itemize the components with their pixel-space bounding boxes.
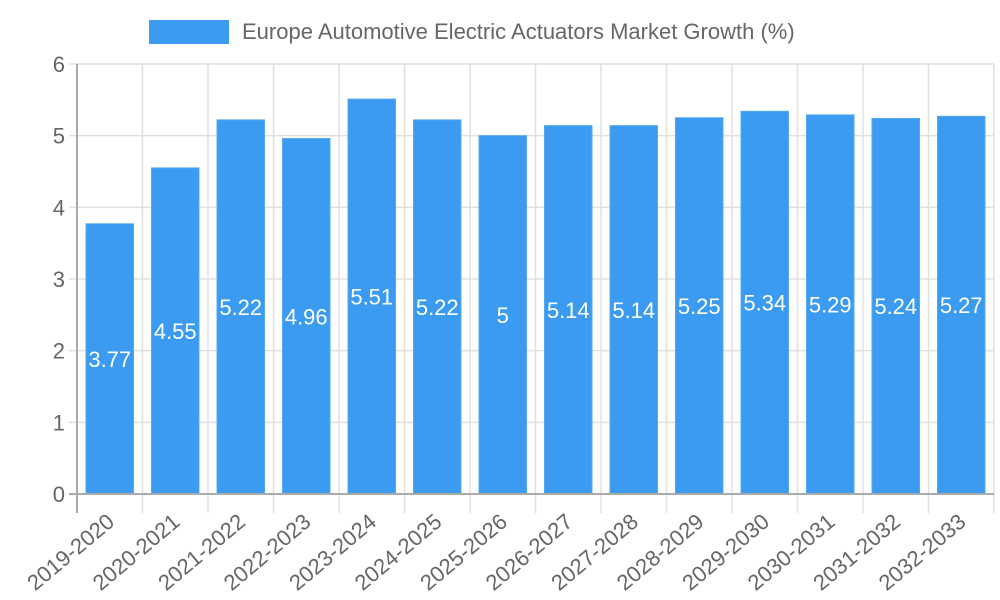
chart-bars	[85, 98, 986, 495]
bar[interactable]	[282, 138, 331, 495]
bar-value-label: 4.55	[154, 319, 197, 344]
x-axis-labels: 2019-20202020-20212021-20222022-20232023…	[22, 509, 970, 596]
bar-value-label: 5.51	[350, 285, 393, 310]
bar[interactable]	[413, 119, 462, 495]
bar[interactable]	[478, 135, 527, 495]
y-tick-label: 0	[53, 482, 65, 507]
legend-swatch	[149, 20, 229, 44]
bar-value-label: 5.27	[940, 293, 983, 318]
bar[interactable]	[609, 125, 658, 495]
bar-value-label: 5.22	[416, 295, 459, 320]
bar[interactable]	[347, 98, 396, 495]
y-tick-label: 6	[53, 52, 65, 77]
y-tick-label: 3	[53, 267, 65, 292]
y-tick-label: 4	[53, 195, 65, 220]
bar[interactable]	[85, 223, 134, 495]
y-tick-label: 5	[53, 124, 65, 149]
bar-value-label: 5.22	[219, 295, 262, 320]
bar-value-label: 5.34	[743, 291, 786, 316]
bar-value-label: 5.14	[547, 298, 590, 323]
bar-value-label: 3.77	[88, 347, 131, 372]
legend-label: Europe Automotive Electric Actuators Mar…	[242, 19, 795, 44]
y-tick-label: 1	[53, 410, 65, 435]
bar-value-label: 5.24	[874, 294, 917, 319]
y-axis-labels: 0 1 2 3 4 5 6	[53, 52, 65, 507]
bar[interactable]	[871, 117, 920, 495]
bar-value-label: 4.96	[285, 304, 328, 329]
bar-value-label: 5.14	[612, 298, 655, 323]
chart-grid	[69, 63, 995, 513]
bar[interactable]	[806, 114, 855, 495]
bar-value-labels: 3.77 4.55 5.22 4.96 5.51 5.22 5 5.14 5.14 5.25 5.3…	[88, 285, 982, 372]
bar[interactable]	[216, 119, 265, 495]
chart-legend[interactable]: Europe Automotive Electric Actuators Mar…	[149, 18, 795, 46]
y-tick-label: 2	[53, 339, 65, 364]
chart-axes	[69, 64, 994, 513]
bar-value-label: 5	[497, 303, 509, 328]
bar-value-label: 5.25	[678, 294, 721, 319]
bar-value-label: 5.29	[809, 292, 852, 317]
bar[interactable]	[151, 167, 200, 495]
bar[interactable]	[544, 125, 593, 495]
